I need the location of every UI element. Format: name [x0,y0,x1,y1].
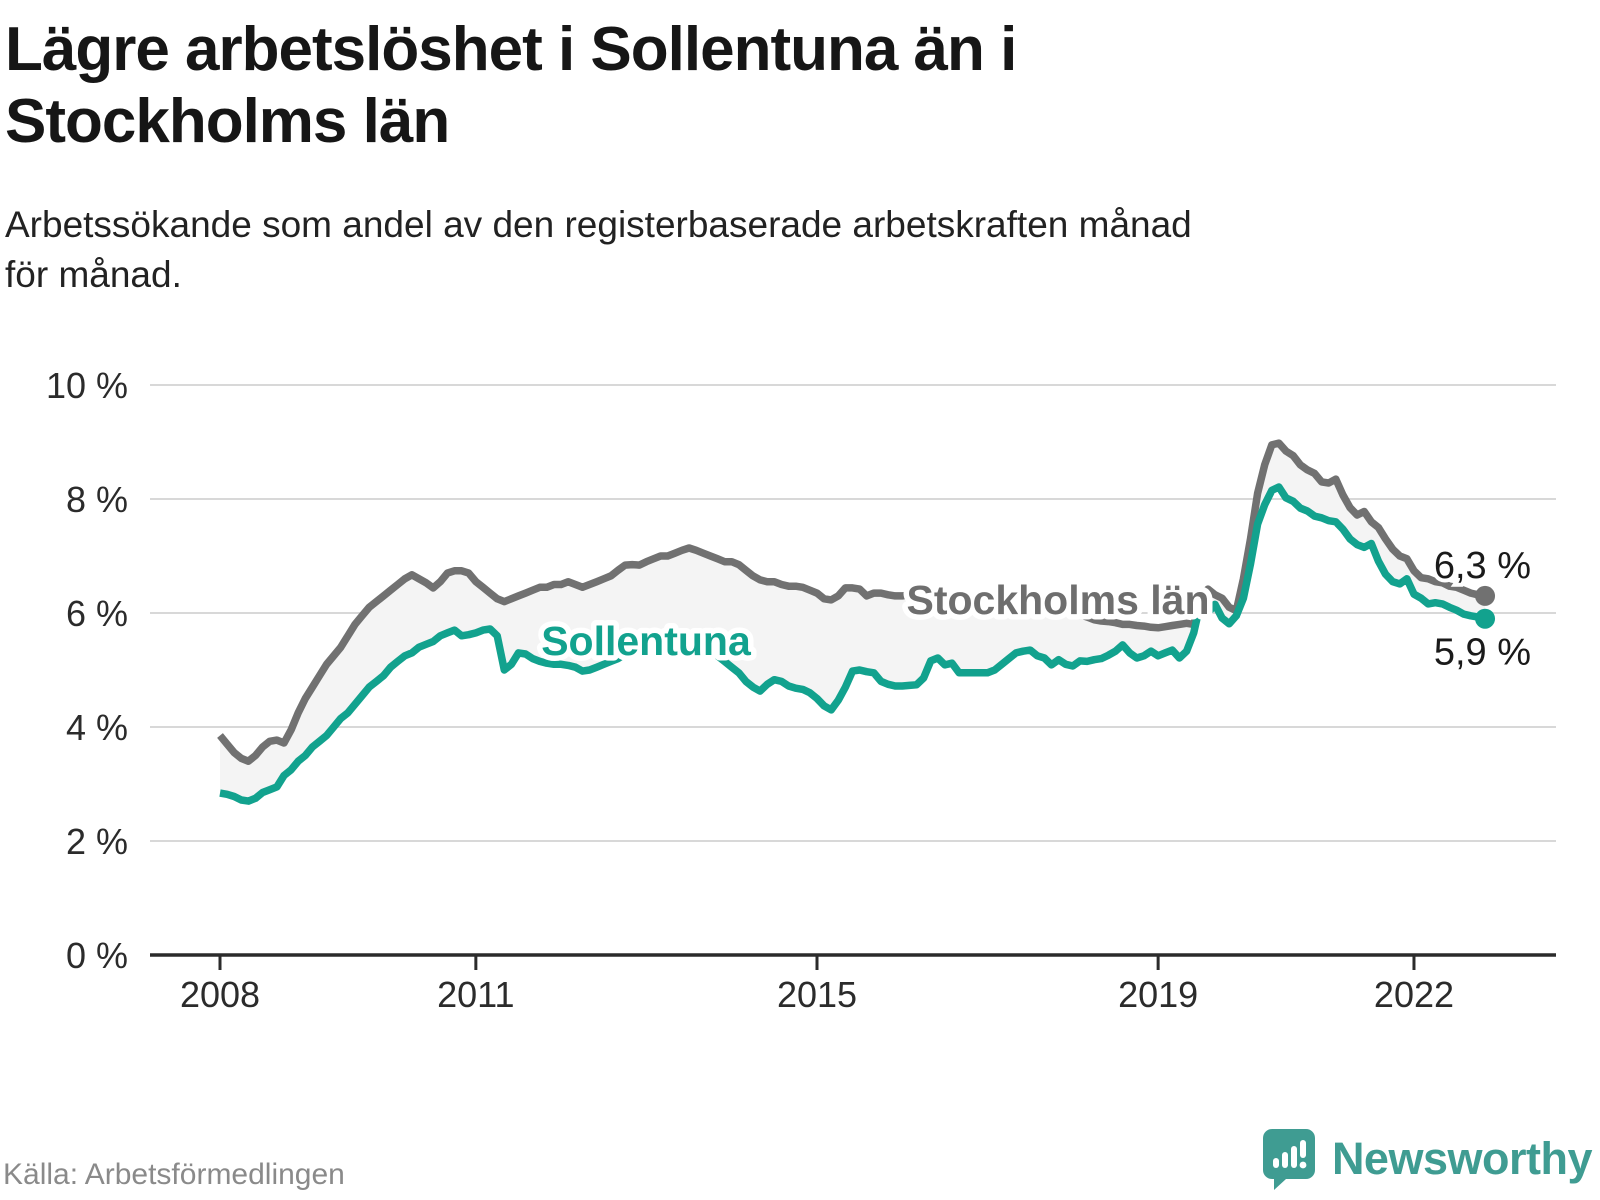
series-label: Sollentuna [541,618,752,664]
y-axis-tick-label: 0 % [66,935,128,976]
title-line-2: Stockholms län [5,86,450,156]
y-axis-tick-label: 4 % [66,707,128,748]
series-end-dot [1475,608,1496,629]
series-end-dot [1475,585,1496,606]
subtitle-line-2: för månad. [5,253,182,295]
y-axis-tick-label: 2 % [66,821,128,862]
series-label: Stockholms län [906,577,1209,623]
y-axis-tick-label: 8 % [66,479,128,520]
series-line-stockholms-l-n [217,439,1486,765]
subtitle-line-1: Arbetssökande som andel av den registerb… [5,204,1192,245]
fill-between-series [220,443,1486,802]
y-axis-tick-label: 10 % [46,365,128,406]
series-line-sollentuna [219,483,1486,805]
x-axis-tick-label: 2022 [1374,974,1454,1015]
brand-logo: Newsworthy [1262,1128,1593,1190]
x-axis-tick-label: 2015 [777,974,857,1015]
page-title: Lägre arbetslöshet i Sollentuna än i Sto… [5,14,1345,158]
series-end-value-label: 6,3 % [1434,545,1531,587]
series-end-value-label: 5,9 % [1434,632,1531,674]
chart-subtitle: Arbetssökande som andel av den registerb… [5,200,1565,299]
x-axis-tick-label: 2019 [1118,974,1198,1015]
x-axis-tick-label: 2008 [180,974,260,1015]
title-line-1: Lägre arbetslöshet i Sollentuna än i [5,15,1017,84]
x-axis-tick-label: 2011 [437,974,514,1015]
y-axis-tick-label: 6 % [66,593,128,634]
newsworthy-bubble-icon [1262,1129,1315,1190]
line-chart: 0 % 2 % 4 % 6 % 8 % 10 % 2008 2011 2015 2019 2022 S… [0,358,1600,1020]
chart-svg: 0 % 2 % 4 % 6 % 8 % 10 % 2008 2011 2015 2019 2022 S… [46,365,1556,1015]
source-note: Källa: Arbetsförmedlingen [3,1158,345,1191]
brand-name: Newsworthy [1331,1133,1593,1184]
